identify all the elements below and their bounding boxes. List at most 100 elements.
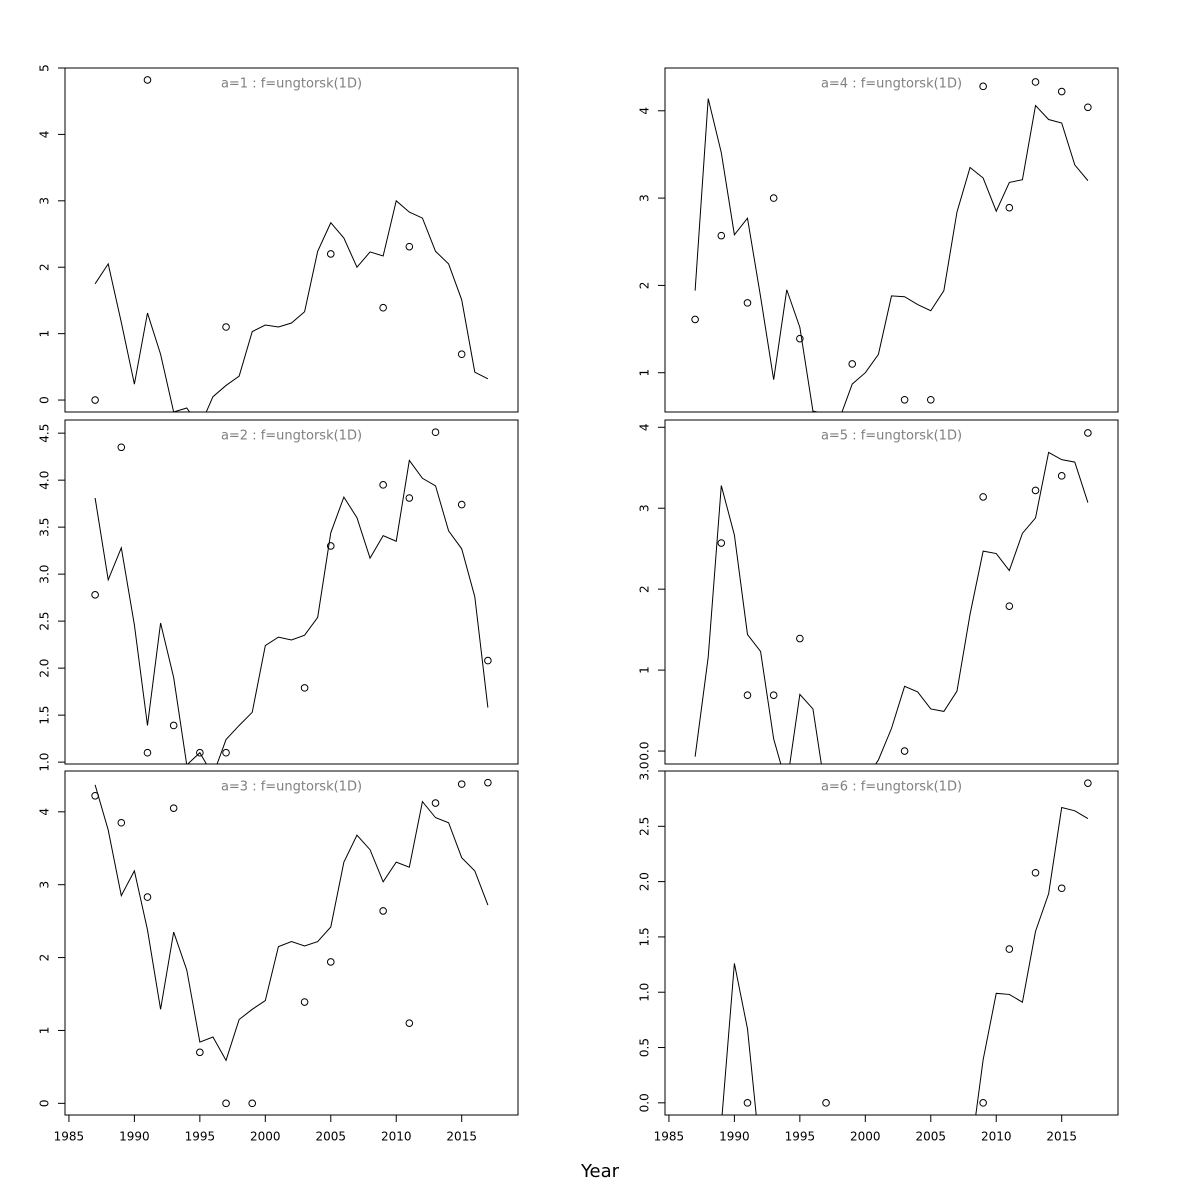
y-tick-label: 0.0 [638,1093,652,1112]
x-tick-label: 2000 [250,1130,281,1144]
y-tick-label: 3 [638,504,652,512]
observed-point [743,691,752,700]
observed-point [117,443,126,452]
y-tick-label: 5 [38,64,52,72]
observed-point [405,242,414,251]
observed-point [222,1099,230,1108]
x-tick-label: 1990 [719,1130,750,1144]
observed-point [1084,103,1092,112]
observed-point [117,818,126,827]
observed-point [300,684,309,692]
y-tick-label: 3 [38,197,52,205]
observed-point [248,1099,257,1108]
observed-point [1084,779,1092,787]
observed-point [796,334,804,343]
y-tick-label: 2 [38,263,52,271]
plot-frame [64,67,519,413]
observed-point [326,250,335,258]
y-tick-label: 4 [38,808,52,816]
observed-point [717,231,726,240]
observed-point [1084,429,1092,437]
observed-point [143,893,152,901]
observed-point [900,747,909,755]
observed-point [1057,472,1066,480]
y-tick-label: 1 [38,330,52,338]
plot-area [91,76,489,412]
fitted-line [721,806,1089,1115]
observed-point [1057,884,1066,893]
x-tick-label: 1990 [119,1130,150,1144]
y-tick-label: 4 [638,107,652,115]
panel-title: a=6 : f=ungtorsk(1D) [821,780,962,795]
observed-point [91,591,99,599]
observed-point [979,82,987,91]
y-tick-label: 0.0 [638,742,652,761]
y-tick-label: 1 [638,666,652,674]
observed-point [457,500,466,509]
panel-title: a=4 : f=ungtorsk(1D) [821,77,962,92]
plot-area [91,428,492,764]
x-tick-label: 1995 [785,1130,816,1144]
y-tick-label: 3.0 [638,761,652,780]
observed-point [457,350,466,359]
observed-point [143,748,152,757]
observed-point [457,780,466,788]
observed-point [196,748,204,757]
y-tick-label: 2.5 [638,817,652,836]
y-tick-label: 2.0 [38,659,52,678]
observed-point [222,748,230,757]
y-tick-label: 4 [638,423,652,431]
observed-point [979,1099,987,1107]
x-axis-label: Year [580,1161,620,1182]
observed-point [431,428,440,437]
observed-point [1057,87,1066,96]
fitted-line [94,784,489,1062]
panel-title: a=3 : f=ungtorsk(1D) [221,780,362,795]
observed-point [379,303,387,312]
x-tick-label: 2005 [316,1130,347,1144]
observed-point [1005,945,1014,953]
plot-frame [64,770,519,1116]
x-tick-label: 1985 [654,1130,685,1144]
y-tick-label: 1.5 [38,706,52,725]
x-tick-label: 1985 [54,1130,85,1144]
x-tick-label: 2010 [981,1130,1012,1144]
observed-point [431,799,440,807]
y-tick-label: 2.5 [38,612,52,631]
observed-point [1031,868,1040,877]
observed-point [848,360,857,368]
observed-point [822,1099,830,1107]
plot-area [694,429,1092,764]
observed-point [717,539,726,547]
observed-point [484,778,492,787]
y-tick-label: 3.0 [38,565,52,584]
observed-point [405,494,414,502]
observed-point [379,481,387,489]
y-tick-label: 2 [638,282,652,290]
y-tick-label: 4 [38,131,52,139]
plot-frame [664,67,1119,413]
observed-point [769,194,778,202]
observed-point [1005,602,1014,610]
plot-area [691,78,1092,412]
x-tick-label: 2015 [1046,1130,1077,1144]
y-tick-label: 4.5 [38,424,52,443]
panel-title: a=2 : f=ungtorsk(1D) [221,429,362,444]
x-tick-label: 2010 [381,1130,412,1144]
y-tick-label: 4.0 [38,471,52,490]
y-tick-label: 1.0 [38,753,52,772]
observed-point [169,804,178,812]
observed-point [1005,203,1014,212]
plot-frame [64,419,519,765]
observed-point [300,998,309,1006]
y-tick-label: 0 [38,396,52,404]
observed-point [979,493,987,501]
y-tick-label: 0.5 [638,1038,652,1057]
y-tick-label: 0 [38,1100,52,1108]
observed-point [484,656,492,665]
observed-point [769,691,778,700]
plot-frame [664,770,1119,1116]
fitted-line [694,451,1089,764]
observed-point [743,299,752,307]
observed-point [405,1019,414,1027]
